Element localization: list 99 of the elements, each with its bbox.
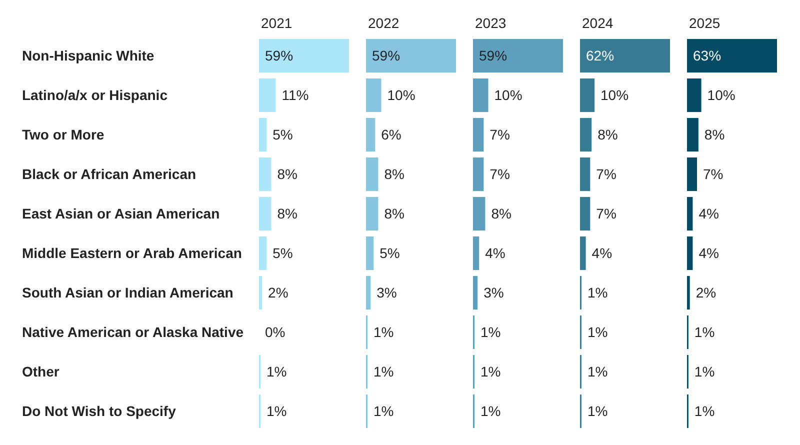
data-label: 1% <box>587 324 608 340</box>
y-tick-label: East Asian or Asian American <box>22 206 220 222</box>
data-label: 7% <box>596 166 616 182</box>
data-label: 7% <box>596 206 616 222</box>
bar <box>366 157 378 192</box>
data-label: 4% <box>698 245 719 262</box>
bar <box>259 78 276 112</box>
bar <box>687 38 777 73</box>
data-label: 1% <box>587 364 608 380</box>
data-label: 8% <box>704 126 725 143</box>
bar <box>366 78 382 112</box>
bar <box>366 38 456 73</box>
bar <box>687 118 698 152</box>
bar <box>580 78 595 112</box>
data-label: 0% <box>265 324 286 340</box>
data-label: 8% <box>277 166 298 182</box>
data-label: 1% <box>694 364 715 380</box>
bar <box>366 118 376 152</box>
data-label: 2% <box>268 284 288 301</box>
bar <box>687 236 693 270</box>
data-label: 11% <box>282 87 309 104</box>
bar <box>259 118 267 152</box>
data-label: 3% <box>484 284 504 301</box>
data-label: 3% <box>376 284 397 301</box>
data-label: 8% <box>277 206 298 222</box>
bar <box>473 78 488 112</box>
y-tick-label: Native American or Alaska Native <box>22 324 244 340</box>
data-label: 1% <box>480 324 501 340</box>
y-tick-label: Other <box>22 364 60 380</box>
bar <box>259 276 262 310</box>
bar <box>580 157 590 192</box>
data-label: 59% <box>265 48 294 64</box>
y-tick-label: Middle Eastern or Arab American <box>22 245 242 262</box>
data-label: 5% <box>272 245 293 262</box>
y-tick-label: Do Not Wish to Specify <box>22 403 176 420</box>
bar <box>473 118 484 152</box>
data-label: 1% <box>266 364 287 380</box>
data-label: 59% <box>479 48 508 64</box>
data-label: 4% <box>698 206 719 222</box>
bar <box>366 236 374 270</box>
data-label: 62% <box>586 48 614 64</box>
data-label: 1% <box>480 403 501 420</box>
bar <box>473 236 480 270</box>
data-label: 1% <box>694 324 715 340</box>
bar <box>366 196 378 231</box>
y-tick-label: Non-Hispanic White <box>22 48 154 64</box>
bar <box>580 38 670 73</box>
chart-title: 2022 <box>368 15 400 31</box>
y-tick-label: Black or African American <box>22 166 196 182</box>
data-label: 1% <box>374 324 394 340</box>
data-label: 1% <box>587 284 608 301</box>
data-label: 1% <box>694 403 715 420</box>
data-label: 1% <box>374 364 394 380</box>
y-tick-label: South Asian or Indian American <box>22 284 234 301</box>
data-label: 8% <box>384 206 404 222</box>
chart-title: 2025 <box>689 15 720 31</box>
data-label: 7% <box>490 166 510 182</box>
data-label: 8% <box>598 126 618 143</box>
data-label: 1% <box>587 403 608 420</box>
chart-title: 2024 <box>582 15 614 31</box>
data-label: 8% <box>491 206 512 222</box>
bar <box>259 157 272 192</box>
data-label: 4% <box>485 245 506 262</box>
y-tick-label: Two or More <box>22 126 104 143</box>
bar <box>473 38 563 73</box>
bar <box>259 38 349 73</box>
bar <box>473 276 478 310</box>
data-label: 7% <box>490 126 510 143</box>
chart-title: 2021 <box>261 15 292 31</box>
data-label: 1% <box>374 403 394 420</box>
bar <box>259 196 272 231</box>
chart-title: 2023 <box>475 15 506 31</box>
bar <box>687 78 702 112</box>
data-label: 10% <box>707 87 736 104</box>
data-label: 4% <box>592 245 612 262</box>
data-label: 1% <box>480 364 501 380</box>
bar <box>687 276 690 310</box>
bar <box>473 157 484 192</box>
data-label: 1% <box>266 403 287 420</box>
bar <box>580 236 586 270</box>
bar <box>259 236 267 270</box>
bar <box>473 196 486 231</box>
data-label: 59% <box>372 48 400 64</box>
data-label: 10% <box>600 87 629 104</box>
bar <box>687 196 693 231</box>
data-label: 63% <box>693 48 722 64</box>
data-label: 5% <box>272 126 293 143</box>
data-label: 7% <box>703 166 724 182</box>
bar <box>580 118 592 152</box>
data-label: 2% <box>696 284 716 301</box>
bar <box>580 196 590 231</box>
data-label: 8% <box>384 166 404 182</box>
data-label: 10% <box>387 87 416 104</box>
bar <box>687 157 697 192</box>
data-label: 6% <box>381 126 402 143</box>
data-label: 10% <box>494 87 522 104</box>
data-label: 5% <box>380 245 400 262</box>
y-tick-label: Latino/a/x or Hispanic <box>22 87 168 104</box>
bar <box>366 276 371 310</box>
